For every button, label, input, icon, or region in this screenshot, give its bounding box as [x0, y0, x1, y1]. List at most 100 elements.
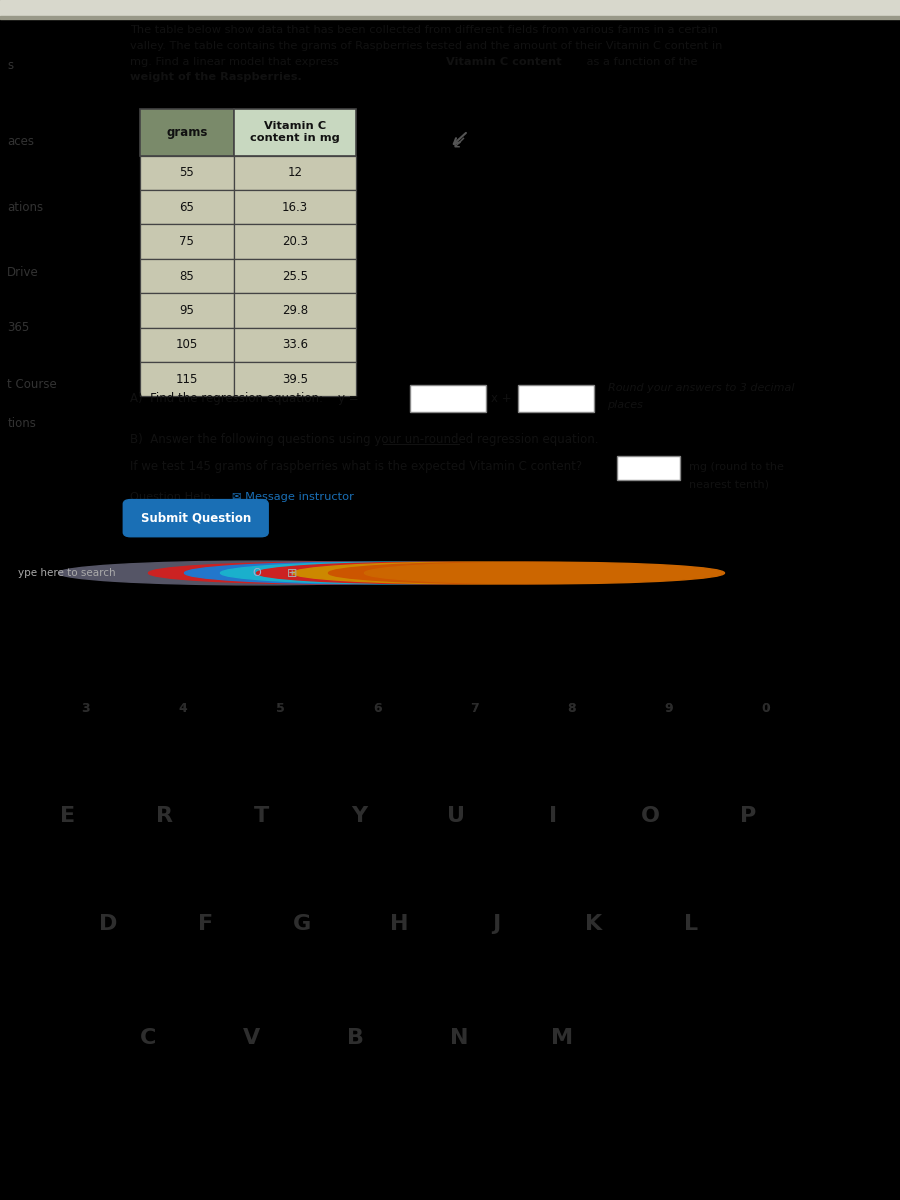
Bar	[234, 190, 356, 224]
Text: nearest tenth): nearest tenth)	[688, 479, 769, 490]
Text: 3: 3	[83, 703, 88, 713]
Text: ⊞: ⊞	[287, 566, 298, 580]
Circle shape	[256, 563, 616, 584]
Text: O: O	[252, 568, 261, 578]
Text: ✉ Message instructor: ✉ Message instructor	[232, 492, 354, 502]
Text: 7: 7	[472, 703, 477, 713]
Text: 65: 65	[179, 200, 194, 214]
Bar	[140, 259, 234, 293]
Circle shape	[184, 563, 544, 584]
Text: 85: 85	[179, 270, 194, 282]
Circle shape	[328, 563, 688, 584]
Bar	[140, 224, 234, 259]
Text: 16.3: 16.3	[282, 200, 308, 214]
Text: If we test 145 grams of raspberries what is the expected Vitamin C content?: If we test 145 grams of raspberries what…	[130, 461, 582, 473]
Text: Question Help:: Question Help:	[130, 492, 222, 502]
Bar	[234, 156, 356, 190]
Text: Submit Question: Submit Question	[140, 511, 251, 524]
Text: 7: 7	[470, 702, 479, 714]
Text: I: I	[549, 806, 558, 826]
Text: 365: 365	[7, 322, 30, 334]
Text: 29.8: 29.8	[282, 304, 308, 317]
Text: P: P	[740, 806, 756, 826]
Text: Vitamin C content: Vitamin C content	[446, 58, 561, 67]
Text: 0: 0	[761, 702, 770, 714]
Text: aces: aces	[7, 136, 34, 149]
Text: 95: 95	[179, 304, 194, 317]
Bar	[234, 109, 356, 156]
Text: ↗: ↗	[447, 131, 462, 149]
Text: 20.3: 20.3	[282, 235, 308, 248]
Text: 6: 6	[373, 702, 382, 714]
Text: F: F	[198, 914, 212, 934]
Text: B)  Answer the following questions using your un-rounded regression equation.: B) Answer the following questions using …	[130, 433, 599, 446]
Text: 55: 55	[179, 167, 194, 179]
Text: The table below show data that has been collected from different fields from var: The table below show data that has been …	[130, 24, 718, 35]
Text: 6: 6	[374, 703, 380, 713]
Text: M: M	[552, 1028, 573, 1048]
Text: 4: 4	[178, 702, 187, 714]
Circle shape	[292, 563, 652, 584]
Text: ations: ations	[7, 200, 43, 214]
Text: weight of the Raspberries.: weight of the Raspberries.	[130, 72, 302, 82]
Text: tions: tions	[7, 416, 36, 430]
Text: s: s	[7, 59, 14, 72]
Text: 5: 5	[275, 702, 284, 714]
Bar	[140, 190, 234, 224]
Text: 75: 75	[179, 235, 194, 248]
Text: mg. Find a linear model that express: mg. Find a linear model that express	[130, 58, 343, 67]
Bar	[234, 259, 356, 293]
Text: E: E	[60, 806, 75, 826]
Text: K: K	[585, 914, 603, 934]
Text: Vitamin C
content in mg: Vitamin C content in mg	[250, 121, 339, 144]
Bar	[0, 0, 900, 17]
Text: 9: 9	[664, 702, 673, 714]
Text: N: N	[450, 1028, 468, 1048]
Text: D: D	[99, 914, 117, 934]
Bar	[140, 293, 234, 328]
Bar	[140, 328, 234, 362]
Text: B: B	[347, 1028, 364, 1048]
Text: Drive: Drive	[7, 266, 39, 280]
Text: H: H	[391, 914, 409, 934]
Text: T: T	[255, 806, 269, 826]
Text: 8: 8	[567, 702, 576, 714]
Text: as a function of the: as a function of the	[583, 58, 701, 67]
Text: 25.5: 25.5	[282, 270, 308, 282]
Bar	[234, 362, 356, 396]
Text: ype here to search: ype here to search	[18, 568, 115, 578]
FancyBboxPatch shape	[123, 499, 268, 536]
Text: 9: 9	[666, 703, 671, 713]
Text: C: C	[140, 1028, 157, 1048]
Bar	[234, 224, 356, 259]
Text: x +: x +	[491, 392, 511, 406]
Bar	[0, 17, 900, 19]
Text: Y: Y	[351, 806, 367, 826]
Bar	[518, 385, 594, 413]
Bar	[140, 362, 234, 396]
Bar	[616, 456, 680, 480]
Text: 8: 8	[569, 703, 574, 713]
Text: 4: 4	[180, 703, 185, 713]
Text: 105: 105	[176, 338, 198, 352]
Text: L: L	[684, 914, 698, 934]
Text: valley. The table contains the grams of Raspberries tested and the amount of the: valley. The table contains the grams of …	[130, 41, 723, 50]
Text: V: V	[243, 1028, 261, 1048]
Bar	[140, 156, 234, 190]
Circle shape	[220, 563, 580, 584]
Text: 0: 0	[763, 703, 769, 713]
Text: 12: 12	[287, 167, 302, 179]
Text: R: R	[157, 806, 173, 826]
Text: A)  Find the regression equation:    y =: A) Find the regression equation: y =	[130, 392, 359, 406]
Circle shape	[148, 563, 508, 584]
Text: Round your answers to 3 decimal: Round your answers to 3 decimal	[608, 383, 794, 394]
Text: U: U	[447, 806, 465, 826]
Text: 5: 5	[277, 703, 283, 713]
Text: G: G	[293, 914, 311, 934]
Text: t Course: t Course	[7, 378, 57, 391]
Circle shape	[58, 562, 454, 584]
Text: grams: grams	[166, 126, 207, 139]
Text: 39.5: 39.5	[282, 373, 308, 385]
Text: J: J	[492, 914, 501, 934]
Text: 3: 3	[81, 702, 90, 714]
